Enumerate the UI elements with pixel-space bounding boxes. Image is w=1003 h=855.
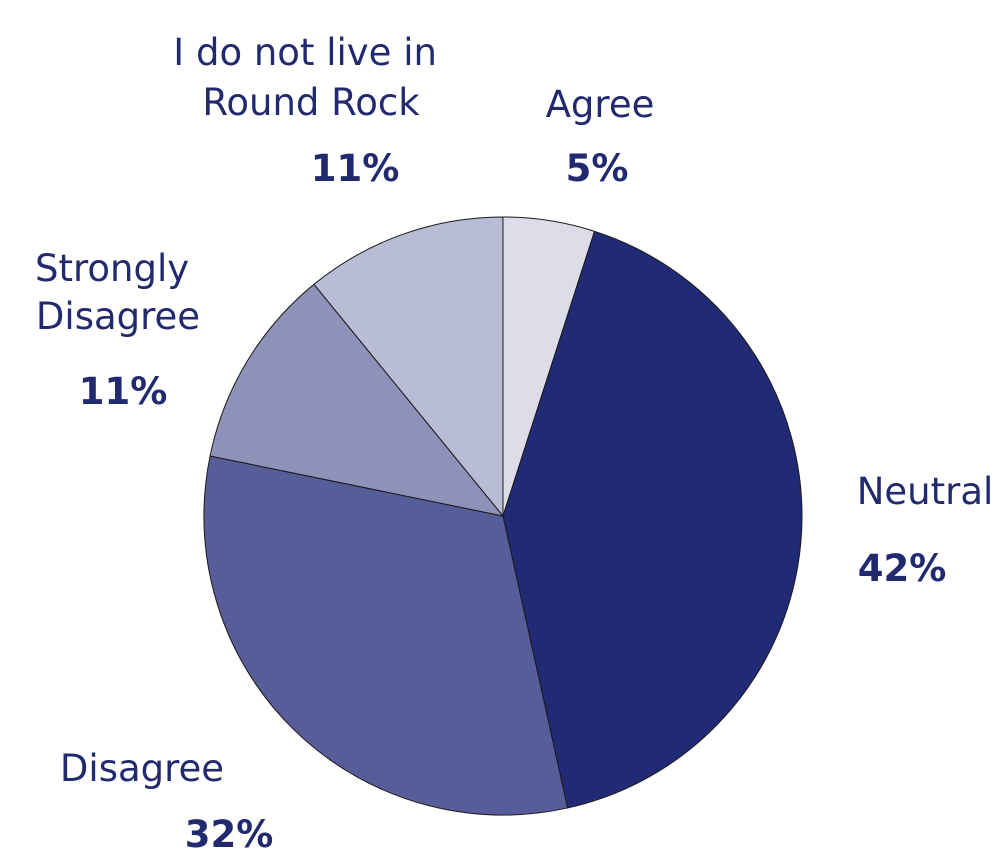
label-line: Round Rock <box>202 81 420 124</box>
slice-label-disagree: Disagree <box>60 747 224 790</box>
pie-slices <box>203 216 803 816</box>
slice-percent-strongly-disagree: 11% <box>79 370 168 413</box>
pie-slice-neutral <box>502 230 803 809</box>
slice-percent-not-resident: 11% <box>311 147 400 190</box>
slice-label-strongly-disagree: Strongly Disagree <box>35 247 201 338</box>
slice-label-not-resident: I do not live in Round Rock <box>173 31 448 124</box>
slice-percent-neutral: 42% <box>858 547 947 590</box>
slice-label-neutral: Neutral <box>857 470 994 513</box>
slice-percent-disagree: 32% <box>185 813 274 855</box>
label-line: Disagree <box>36 295 200 338</box>
pie-slice-strongly-disagree <box>209 283 505 517</box>
pie-slice-disagree <box>203 455 569 816</box>
slice-label-agree: Agree <box>546 83 655 126</box>
pie-slice-i-do-not-live-in-round-rock <box>313 216 504 518</box>
slice-percent-agree: 5% <box>566 147 629 190</box>
label-line: I do not live in <box>173 31 437 74</box>
label-line: Strongly <box>35 247 189 290</box>
